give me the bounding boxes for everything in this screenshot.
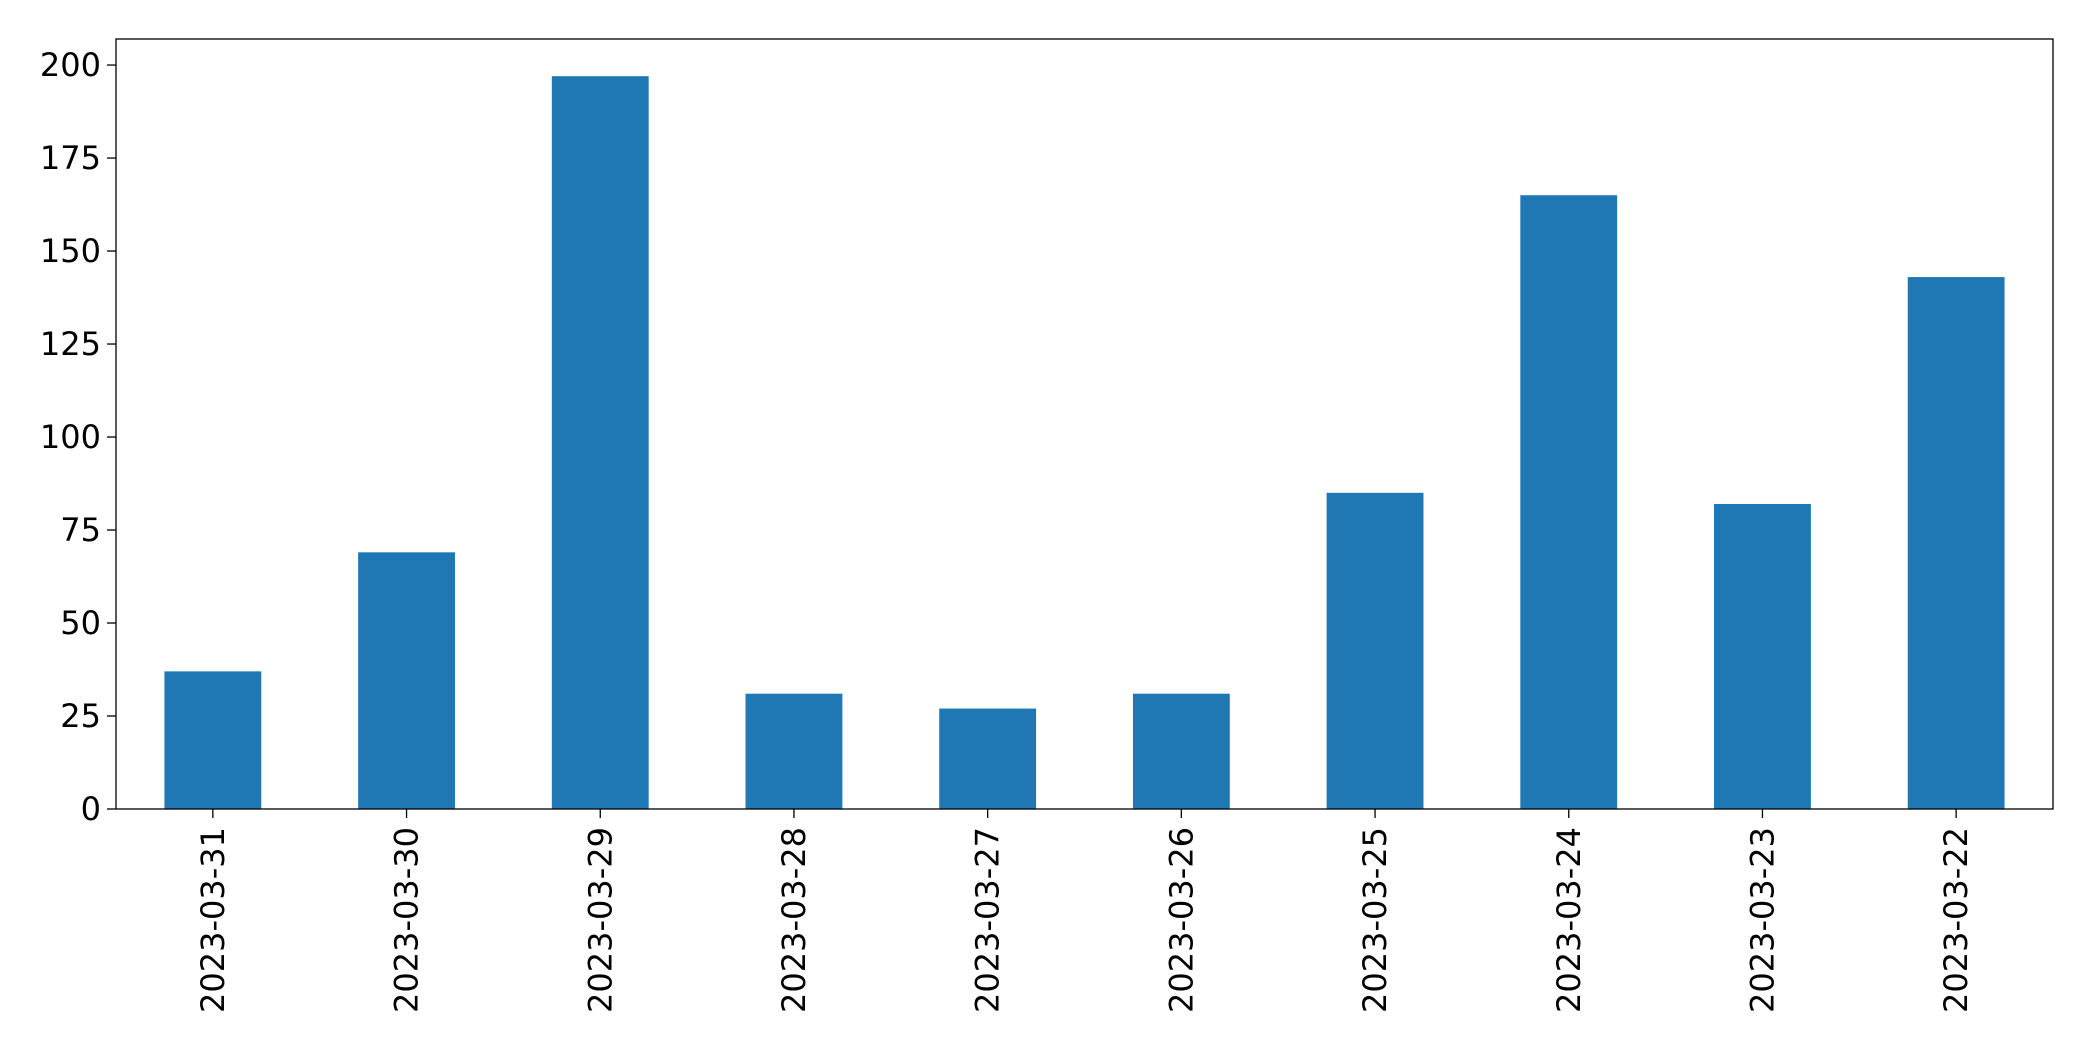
bar [1326, 492, 1424, 809]
bar [551, 76, 649, 810]
y-tick-label: 175 [40, 139, 101, 177]
x-tick-label: 2023-03-24 [1550, 827, 1588, 1013]
y-tick-label: 50 [60, 604, 101, 642]
y-tick-label: 0 [81, 790, 101, 828]
x-tick-label: 2023-03-31 [194, 827, 232, 1013]
bar [745, 693, 843, 809]
x-tick-label: 2023-03-30 [388, 827, 426, 1013]
bar [1907, 277, 2005, 809]
x-tick-label: 2023-03-26 [1162, 827, 1200, 1013]
bar [164, 671, 262, 809]
y-tick-label: 75 [60, 511, 101, 549]
x-tick-label: 2023-03-25 [1356, 827, 1394, 1013]
x-tick-label: 2023-03-28 [775, 827, 813, 1013]
y-tick-label: 100 [40, 418, 101, 456]
y-tick-label: 200 [40, 46, 101, 84]
plot-frame [115, 38, 2054, 810]
y-tick-label: 125 [40, 325, 101, 363]
bar [939, 708, 1037, 809]
y-tick-label: 25 [60, 697, 101, 735]
y-tick-label: 150 [40, 232, 101, 270]
x-tick-label: 2023-03-27 [969, 827, 1007, 1013]
x-tick-label: 2023-03-22 [1937, 827, 1975, 1013]
bar [1132, 693, 1230, 809]
bar [1520, 195, 1618, 810]
bar [358, 552, 455, 809]
x-tick-label: 2023-03-23 [1743, 827, 1781, 1013]
x-tick-label: 2023-03-29 [581, 827, 619, 1013]
bar [1714, 503, 1811, 809]
